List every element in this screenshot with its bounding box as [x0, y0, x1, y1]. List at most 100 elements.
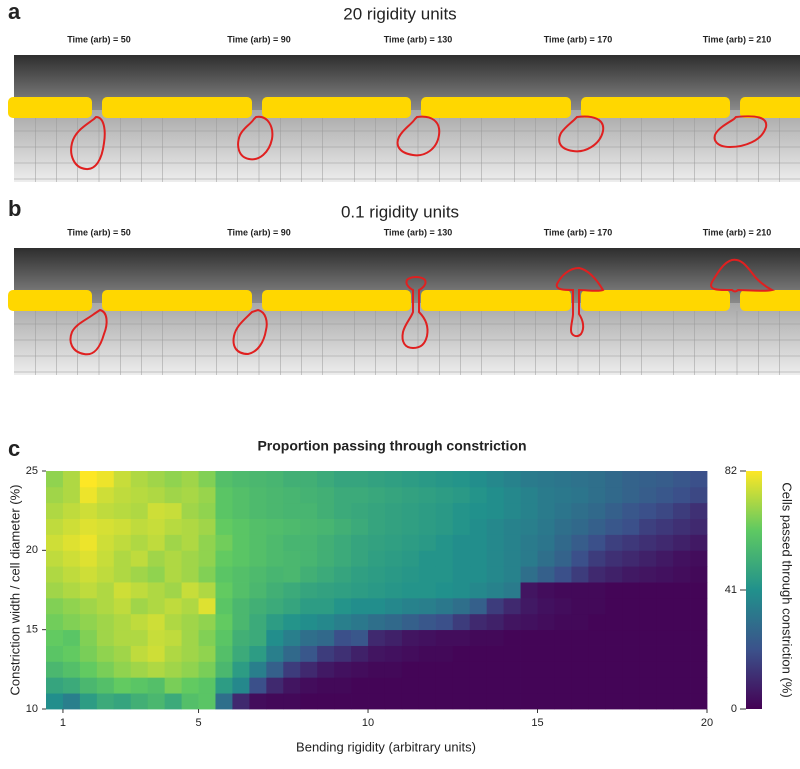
- heatmap-cell: [368, 502, 386, 519]
- heatmap-cell: [622, 550, 640, 567]
- heatmap-cell: [266, 582, 284, 599]
- heatmap-cell: [300, 566, 318, 583]
- heatmap-cell: [503, 582, 521, 599]
- heatmap-cell: [452, 550, 471, 567]
- heatmap-cell: [384, 486, 403, 504]
- panel-title: 20 rigidity units: [343, 4, 456, 23]
- heatmap-cell: [232, 693, 250, 710]
- heatmap-cell: [351, 486, 369, 504]
- heatmap-cell: [215, 471, 233, 488]
- heatmap-cell: [503, 471, 521, 488]
- heatmap-cell: [384, 471, 403, 488]
- heatmap-cell: [283, 645, 301, 662]
- heatmap-cell: [418, 582, 437, 599]
- heatmap-cell: [215, 518, 233, 535]
- heatmap-cell: [351, 518, 369, 535]
- heatmap-cell: [62, 597, 81, 615]
- heatmap-cell: [164, 613, 182, 631]
- heatmap-cell: [164, 471, 182, 488]
- heatmap-cell: [46, 566, 64, 583]
- heatmap-cell: [46, 661, 64, 678]
- heatmap-cell: [605, 677, 623, 694]
- colorbar-tick-label: 41: [725, 584, 737, 596]
- heatmap-cell: [113, 534, 132, 551]
- heatmap-cell: [198, 645, 216, 662]
- heatmap-cell: [486, 661, 505, 678]
- heatmap-cell: [368, 471, 386, 488]
- heatmap-cell: [673, 582, 691, 599]
- heatmap-cell: [435, 645, 454, 662]
- heatmap-cell: [113, 629, 132, 646]
- heatmap-cell: [554, 582, 572, 599]
- heatmap-cell: [605, 645, 623, 662]
- heatmap-cell: [452, 471, 471, 488]
- heatmap-cell: [690, 518, 708, 535]
- heatmap-cell: [384, 502, 403, 519]
- heatmap-cell: [96, 518, 115, 535]
- heatmap-cell: [537, 693, 555, 710]
- heatmap-cell: [486, 534, 505, 551]
- heatmap-cell: [96, 486, 115, 504]
- heatmap-cell: [215, 566, 233, 583]
- heatmap-cell: [401, 534, 420, 551]
- heatmap-cell: [486, 629, 505, 646]
- heatmap-cell: [368, 566, 386, 583]
- heatmap-cell: [418, 677, 437, 694]
- heatmap-cell: [418, 693, 437, 710]
- heatmap-cell: [588, 534, 606, 551]
- heatmap-cell: [46, 693, 64, 710]
- snapshot-title: Time (arb) = 210: [703, 34, 772, 44]
- heatmap-cell: [164, 550, 182, 567]
- heatmap-cell: [79, 566, 98, 583]
- heatmap-cell: [147, 566, 166, 583]
- heatmap-cell: [384, 582, 403, 599]
- heatmap-cell: [622, 661, 640, 678]
- heatmap-cell: [571, 693, 589, 710]
- heatmap-cell: [452, 677, 471, 694]
- heatmap-cell: [351, 661, 369, 678]
- heatmap-cell: [673, 518, 691, 535]
- heatmap-cell: [435, 582, 454, 599]
- heatmap-cell: [690, 645, 708, 662]
- snapshot: [487, 55, 671, 182]
- heatmap-cell: [639, 645, 657, 662]
- heatmap-cell: [317, 566, 335, 583]
- heatmap-cell: [334, 486, 352, 504]
- heatmap-cell: [401, 486, 420, 504]
- heatmap-cell: [198, 661, 216, 678]
- heatmap-cell: [469, 471, 488, 488]
- heatmap-cell: [418, 613, 437, 631]
- heatmap-cell: [554, 613, 572, 631]
- heatmap-cell: [198, 566, 216, 583]
- heatmap-cell: [435, 629, 454, 646]
- heatmap-cell: [164, 693, 182, 710]
- heatmap-cell: [605, 534, 623, 551]
- heatmap-cell: [673, 693, 691, 710]
- snapshot: [168, 248, 352, 375]
- heatmap-cell: [656, 471, 674, 488]
- heatmap-cell: [283, 693, 301, 710]
- heatmap-cell: [503, 693, 521, 710]
- heatmap-cell: [418, 486, 437, 504]
- heatmap-cell: [368, 645, 386, 662]
- heatmap-cell: [656, 645, 674, 662]
- heatmap-cell: [249, 566, 267, 583]
- heatmap-cell: [113, 518, 132, 535]
- heatmap-cell: [46, 502, 64, 519]
- x-tick-label: 1: [60, 717, 66, 729]
- heatmap-cell: [639, 566, 657, 583]
- heatmap-cell: [113, 471, 132, 488]
- heatmap-cell: [46, 597, 64, 615]
- heatmap-cell: [317, 677, 335, 694]
- heatmap-cell: [520, 693, 538, 710]
- heatmap-cell: [300, 550, 318, 567]
- heatmap-cell: [198, 486, 216, 504]
- heatmap-cell: [181, 566, 199, 583]
- heatmap-cell: [249, 613, 267, 631]
- heatmap-cell: [656, 566, 674, 583]
- heatmap-cell: [384, 597, 403, 615]
- x-axis-label: Bending rigidity (arbitrary units): [296, 739, 476, 754]
- heatmap-cell: [62, 693, 81, 710]
- heatmap-cell: [198, 597, 216, 615]
